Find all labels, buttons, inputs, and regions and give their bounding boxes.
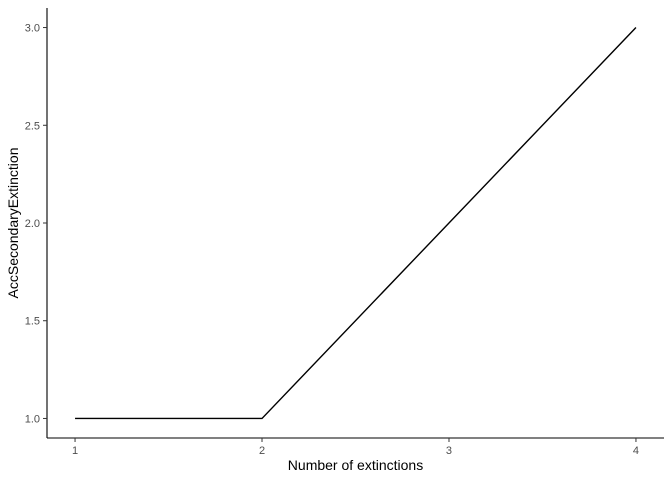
y-axis-title: AccSecondaryExtinction bbox=[5, 148, 21, 299]
x-axis-title: Number of extinctions bbox=[288, 457, 423, 473]
x-tick-label: 4 bbox=[633, 445, 639, 457]
y-tick-label: 1.5 bbox=[25, 316, 40, 328]
x-tick-label: 2 bbox=[259, 445, 265, 457]
x-tick-label: 3 bbox=[446, 445, 452, 457]
x-ticks: 1 2 3 4 bbox=[72, 438, 639, 457]
y-ticks: 1.0 1.5 2.0 2.5 3.0 bbox=[25, 23, 47, 425]
plot-area bbox=[75, 27, 637, 420]
y-tick-label: 2.0 bbox=[25, 218, 40, 230]
y-tick-label: 2.5 bbox=[25, 120, 40, 132]
series-line bbox=[75, 27, 637, 420]
y-tick-label: 1.0 bbox=[25, 413, 40, 425]
y-tick-label: 3.0 bbox=[25, 23, 40, 35]
x-tick-label: 1 bbox=[72, 445, 78, 457]
